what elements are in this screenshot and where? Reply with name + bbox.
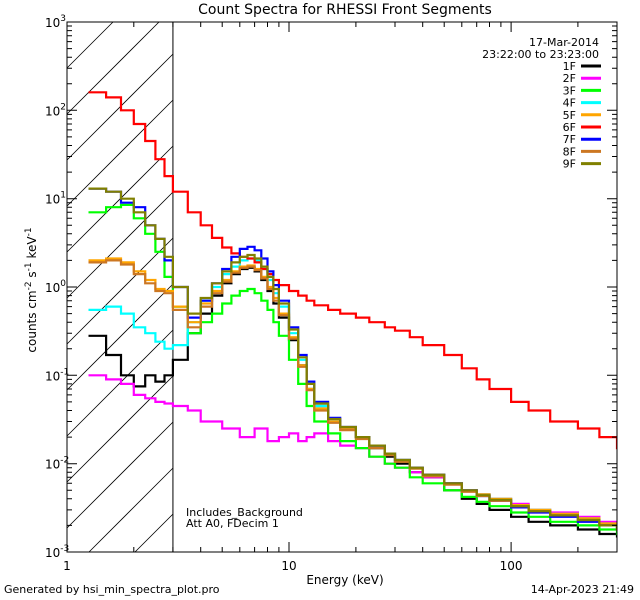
- y-axis-label-text: counts cm-2 s-1 keV-1: [24, 227, 39, 352]
- legend-label-6F: 6F: [563, 121, 576, 134]
- series-9F: [88, 187, 617, 531]
- annotation-attenuator: Att A0, FDecim 1: [186, 517, 279, 530]
- chart-title: Count Spectra for RHESSI Front Segments: [198, 2, 492, 18]
- tick-marks: [66, 21, 618, 553]
- series-layer: [88, 91, 617, 538]
- y-tick-labels: 10-3 10-2 10-1 100 101 102 103: [45, 14, 69, 560]
- series-4F: [88, 257, 617, 529]
- series-3F: [88, 203, 617, 536]
- y-tick-label: 100: [45, 279, 66, 295]
- footer-generator: Generated by hsi_min_spectra_plot.pro: [4, 583, 220, 596]
- legend-label-3F: 3F: [563, 84, 576, 97]
- x-axis-label: Energy (keV): [306, 573, 383, 587]
- y-tick-label: 10-3: [45, 544, 69, 560]
- legend-label-2F: 2F: [563, 72, 576, 85]
- x-tick-labels: 1 10 100: [63, 559, 522, 573]
- series-5F: [88, 257, 617, 529]
- y-tick-label: 101: [45, 191, 66, 207]
- date-label: 17-Mar-2014: [529, 36, 599, 49]
- plot-frame: [66, 21, 618, 553]
- x-tick-label: 1: [63, 559, 71, 573]
- footer-timestamp: 14-Apr-2023 21:49: [530, 583, 634, 596]
- series-2F: [88, 374, 617, 527]
- y-tick-label: 103: [45, 14, 66, 30]
- series-6F: [88, 91, 617, 450]
- y-tick-label: 102: [45, 102, 66, 118]
- series-8F: [88, 259, 617, 531]
- legend-label-5F: 5F: [563, 109, 576, 122]
- legend-label-1F: 1F: [563, 60, 576, 73]
- series-1F: [88, 266, 617, 538]
- time-range-label: 23:22:00 to 23:23:00: [482, 48, 599, 61]
- legend-label-7F: 7F: [563, 133, 576, 146]
- x-tick-label: 10: [281, 559, 296, 573]
- annotation-background: Includes_Background: [186, 506, 303, 519]
- y-tick-label: 10-1: [45, 367, 69, 383]
- y-tick-label: 10-2: [45, 456, 69, 472]
- legend-label-9F: 9F: [563, 158, 576, 171]
- x-tick-label: 100: [500, 559, 523, 573]
- legend-label-4F: 4F: [563, 97, 576, 110]
- series-7F: [88, 187, 617, 531]
- y-axis-label: counts cm-2 s-1 keV-1: [24, 227, 39, 352]
- axis-ticks: [66, 21, 618, 553]
- legend-label-8F: 8F: [563, 145, 576, 158]
